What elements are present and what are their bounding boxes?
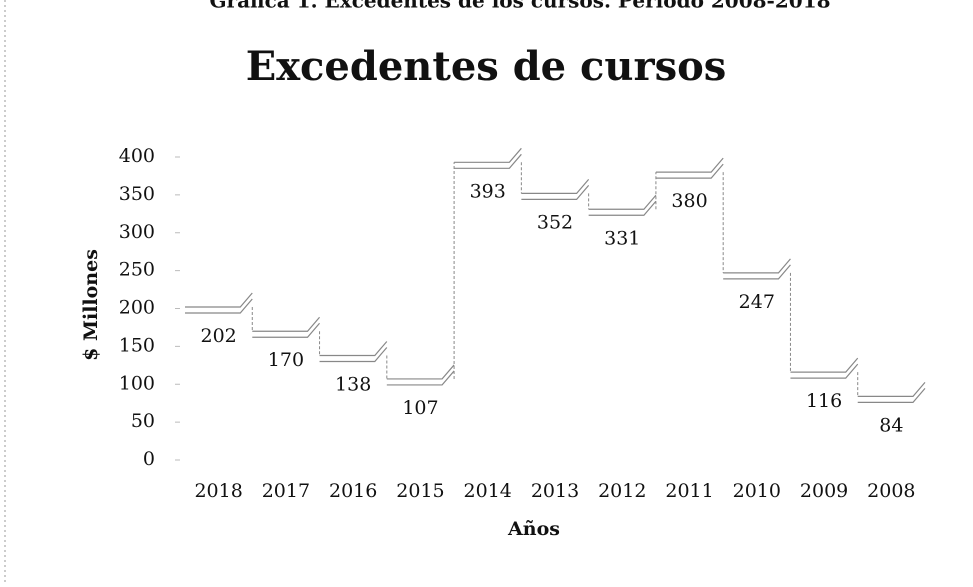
value-label: 116 bbox=[806, 390, 842, 412]
value-label: 202 bbox=[201, 325, 237, 347]
step-slab bbox=[454, 147, 522, 169]
x-tick-label: 2008 bbox=[867, 480, 915, 502]
x-tick-label: 2018 bbox=[194, 480, 242, 502]
x-tick-label: 2012 bbox=[598, 480, 646, 502]
x-tick-label: 2017 bbox=[262, 480, 310, 502]
value-label: 84 bbox=[879, 414, 903, 436]
y-tick-label: 100 bbox=[119, 372, 155, 394]
step-slab bbox=[723, 258, 791, 280]
value-label: 393 bbox=[470, 180, 506, 202]
value-label: 170 bbox=[268, 349, 304, 371]
x-tick-label: 2014 bbox=[464, 480, 512, 502]
x-tick-label: 2015 bbox=[396, 480, 444, 502]
y-axis-label: $ Millones bbox=[80, 249, 102, 361]
y-tick-label: 400 bbox=[119, 145, 155, 167]
step-slab bbox=[386, 364, 455, 386]
value-label: 138 bbox=[335, 373, 371, 395]
chart-title: Excedentes de cursos bbox=[246, 43, 727, 90]
x-tick-label: 2011 bbox=[665, 480, 713, 502]
y-tick-label: 50 bbox=[131, 410, 155, 432]
value-label: 247 bbox=[739, 291, 775, 313]
step-slab bbox=[790, 357, 859, 379]
value-label: 352 bbox=[537, 211, 573, 233]
value-label: 107 bbox=[402, 397, 438, 419]
y-tick-label: 250 bbox=[119, 259, 155, 281]
step-slab bbox=[655, 157, 724, 179]
y-tick-label: 0 bbox=[143, 448, 155, 470]
x-tick-label: 2010 bbox=[733, 480, 781, 502]
x-tick-label: 2013 bbox=[531, 480, 579, 502]
value-label: 380 bbox=[671, 190, 707, 212]
step-slab bbox=[185, 292, 253, 314]
step-slab bbox=[588, 194, 657, 216]
y-tick-label: 350 bbox=[119, 183, 155, 205]
value-label: 331 bbox=[604, 227, 640, 249]
caption: Gráfica 1. Excedentes de los cursos. Per… bbox=[209, 0, 830, 13]
y-tick-label: 150 bbox=[119, 334, 155, 356]
y-tick-label: 300 bbox=[119, 221, 155, 243]
y-tick-label: 200 bbox=[119, 297, 155, 319]
step-slab bbox=[319, 341, 388, 363]
x-axis-label: Años bbox=[507, 518, 560, 540]
x-tick-label: 2009 bbox=[800, 480, 848, 502]
step-slab bbox=[857, 381, 926, 403]
step-slab bbox=[521, 178, 590, 200]
x-tick-label: 2016 bbox=[329, 480, 377, 502]
step-slab bbox=[252, 316, 321, 338]
